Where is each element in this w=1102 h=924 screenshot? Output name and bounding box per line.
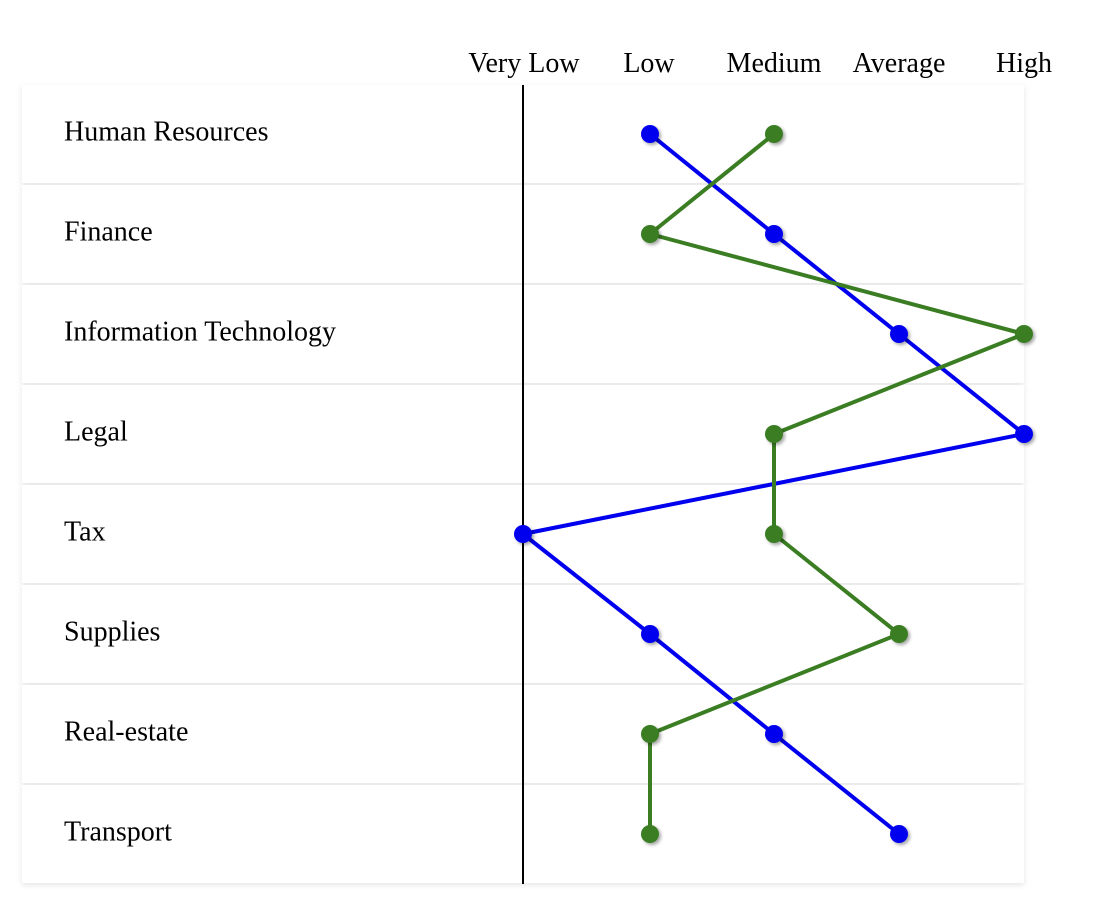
category-label: Legal (64, 416, 128, 447)
series-1-point-legal (1015, 425, 1033, 443)
level-label-low: Low (623, 48, 675, 79)
series-1-point-real-estate (765, 725, 783, 743)
series-2-point-real-estate (641, 725, 659, 743)
series-2-point-finance (641, 225, 659, 243)
category-label: Human Resources (64, 116, 269, 147)
series-2-point-transport (641, 825, 659, 843)
category-label: Finance (64, 216, 153, 247)
series-1-point-tax (514, 525, 532, 543)
series-lines (521, 132, 1026, 836)
category-label: Real-estate (64, 716, 188, 747)
series-points (514, 125, 1033, 843)
series-2-point-legal (765, 425, 783, 443)
series-2-point-human-resources (765, 125, 783, 143)
series-1-point-finance (765, 225, 783, 243)
level-label-average: Average (853, 48, 946, 79)
category-label: Supplies (64, 616, 160, 647)
series-1-point-human-resources (641, 125, 659, 143)
category-label: Information Technology (64, 316, 336, 347)
series-1-point-transport (890, 825, 908, 843)
category-label: Tax (64, 516, 106, 547)
series-2-point-tax (765, 525, 783, 543)
series-1-point-supplies (641, 625, 659, 643)
series-2-line (648, 132, 1026, 834)
category-label: Transport (64, 816, 172, 847)
series-2-point-information-technology (1015, 325, 1033, 343)
level-label-high: High (996, 48, 1052, 79)
level-label-very-low: Very Low (468, 48, 580, 79)
series-2-point-supplies (890, 625, 908, 643)
series-1-point-information-technology (890, 325, 908, 343)
level-label-medium: Medium (727, 48, 822, 79)
level-header: Very Low Low Medium Average High (468, 48, 1052, 79)
